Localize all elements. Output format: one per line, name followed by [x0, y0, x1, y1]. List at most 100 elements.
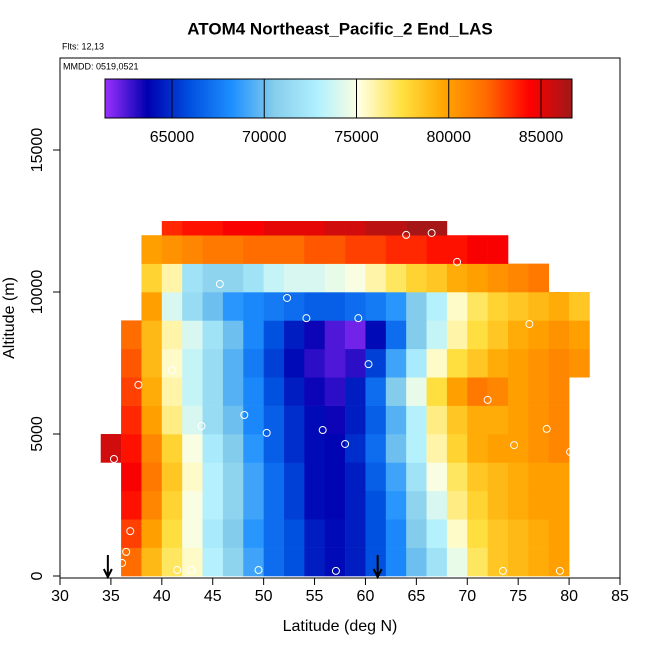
x-tick-label: 65 — [407, 588, 425, 605]
heat-cell — [406, 348, 427, 378]
heat-cell — [446, 490, 468, 520]
heat-cell — [284, 490, 305, 520]
heat-cell — [426, 547, 448, 577]
heat-cell — [365, 405, 387, 435]
flight-point — [331, 566, 340, 575]
heat-cell — [284, 434, 305, 463]
x-tick-label: 75 — [509, 588, 527, 605]
heat-cell — [141, 377, 163, 406]
heat-cell — [222, 519, 244, 548]
colorbar-tick-label: 65000 — [150, 129, 195, 146]
heat-cell — [182, 462, 203, 492]
heat-cell — [487, 519, 509, 548]
heat-cell — [467, 320, 488, 350]
heat-cell — [385, 462, 407, 492]
flight-point — [453, 257, 462, 266]
heat-cell — [141, 320, 163, 350]
heat-cell — [365, 462, 387, 492]
heat-cell — [508, 405, 529, 435]
heat-cell — [324, 320, 346, 350]
heat-cell — [487, 462, 509, 492]
heat-cell — [548, 405, 570, 435]
heat-cell — [345, 235, 366, 264]
heat-cell — [243, 377, 264, 406]
heat-cell — [467, 405, 488, 435]
heat-cell — [141, 519, 163, 548]
heat-cell — [161, 462, 183, 492]
heat-cell — [304, 434, 326, 463]
heat-cell — [487, 490, 509, 520]
heat-cell — [446, 320, 468, 350]
heat-cell — [182, 490, 203, 520]
heat-cell — [263, 320, 285, 350]
x-tick-label: 55 — [306, 588, 324, 605]
heat-cell — [385, 434, 407, 463]
heat-cell — [508, 348, 529, 378]
heat-cell — [548, 377, 570, 406]
heat-cell — [324, 348, 346, 378]
heat-cell — [304, 462, 326, 492]
heat-cell — [161, 292, 183, 321]
heat-cell — [446, 235, 468, 264]
heat-cell — [202, 405, 224, 435]
heat-cell — [222, 221, 244, 236]
heat-cell — [121, 462, 142, 492]
colorbar-tick-label: 70000 — [242, 129, 287, 146]
heat-cell — [161, 235, 183, 264]
colorbar-tick-label: 85000 — [519, 129, 564, 146]
y-tick-label: 15000 — [29, 128, 46, 173]
flight-point — [168, 366, 176, 375]
heat-cell — [243, 405, 264, 435]
heat-cell — [182, 348, 203, 378]
heat-cell — [446, 263, 468, 293]
heat-cell — [446, 348, 468, 378]
heat-cell — [406, 519, 427, 548]
heat-cell — [426, 348, 448, 378]
heat-cell — [284, 292, 305, 321]
flight-point — [542, 424, 551, 433]
chart-title: ATOM4 Northeast_Pacific_2 End_LAS — [187, 19, 492, 38]
heat-cell — [121, 405, 142, 435]
flight-point — [262, 428, 271, 437]
heat-cell — [202, 547, 224, 577]
heat-cell — [385, 263, 407, 293]
heat-cell — [263, 519, 285, 548]
x-tick-label: 30 — [51, 588, 69, 605]
heat-cell — [263, 434, 285, 463]
heat-cell — [385, 235, 407, 264]
heat-cell — [467, 235, 488, 264]
heat-cell — [446, 547, 468, 577]
heat-cell — [182, 263, 203, 293]
heat-cell — [324, 292, 346, 321]
heat-cell — [141, 292, 163, 321]
heat-cell — [446, 292, 468, 321]
heat-cell — [528, 462, 550, 492]
heat-cell — [385, 221, 407, 236]
heat-cell — [222, 405, 244, 435]
heat-cell — [304, 320, 326, 350]
heat-cell — [345, 519, 366, 548]
heat-cell — [406, 434, 427, 463]
heat-cell — [141, 235, 163, 264]
heat-cell — [121, 434, 142, 463]
heat-cell — [467, 377, 488, 406]
heat-cell — [304, 405, 326, 435]
heat-cell — [365, 221, 387, 236]
heat-cell — [508, 490, 529, 520]
heat-cell — [304, 221, 326, 236]
heat-cell — [508, 263, 529, 293]
heat-cell — [304, 292, 326, 321]
heat-cell — [467, 434, 488, 463]
x-tick-label: 40 — [153, 588, 171, 605]
heat-cell — [569, 292, 590, 321]
heat-cell — [569, 320, 590, 350]
heat-cell — [406, 490, 427, 520]
flight-point — [197, 422, 206, 431]
heat-cell — [202, 377, 224, 406]
flight-point — [341, 439, 350, 448]
heat-cell — [222, 235, 244, 264]
heat-cell — [548, 292, 570, 321]
heat-cell — [202, 490, 224, 520]
x-tick-label: 85 — [611, 588, 629, 605]
